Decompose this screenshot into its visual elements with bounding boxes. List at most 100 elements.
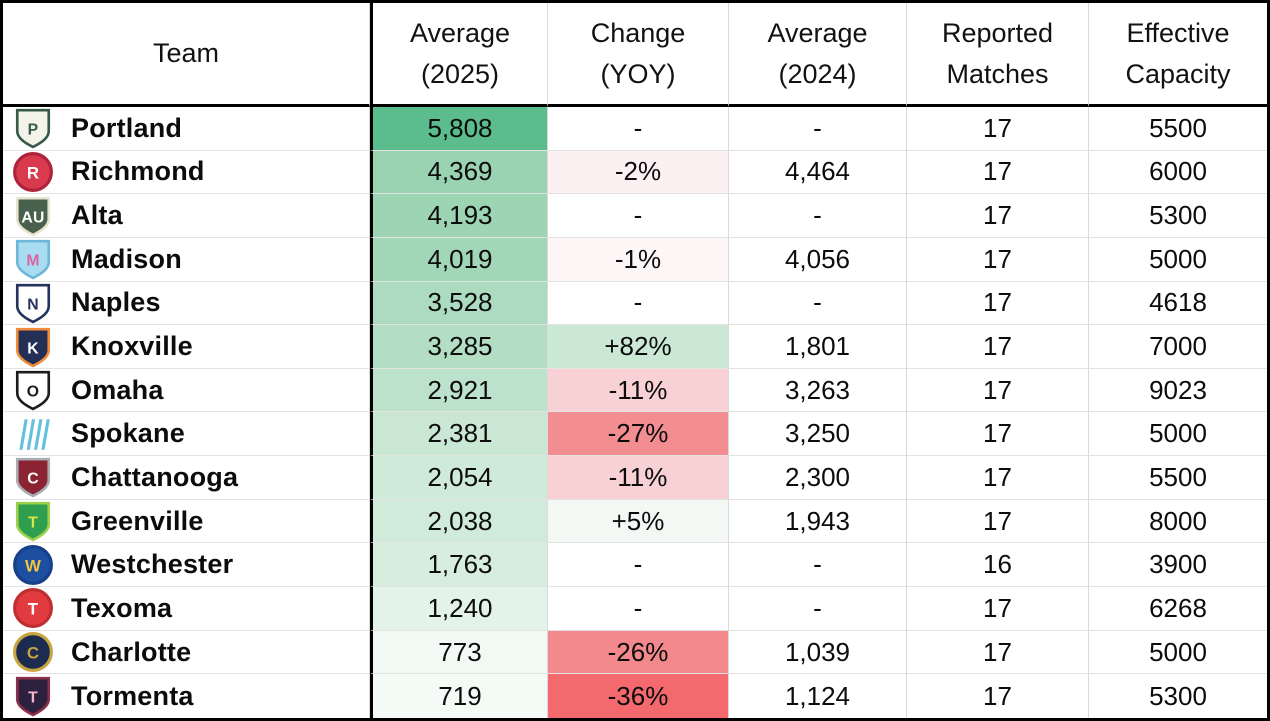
reported-matches-cell: 17 (907, 194, 1089, 238)
header-line: (2025) (420, 58, 500, 89)
team-cell: N Naples (3, 281, 370, 326)
avg-2025-cell: 4,193 (370, 194, 548, 238)
team-name: Richmond (71, 156, 205, 187)
avg-2024-cell: 1,039 (729, 630, 907, 675)
avg-2025-cell: 773 (370, 630, 548, 675)
svg-text:K: K (27, 340, 39, 357)
team-name: Greenville (71, 505, 204, 536)
avg-2024-cell: 3,263 (729, 368, 907, 413)
header-line: Team (152, 38, 220, 69)
avg-2025-cell: 3,528 (370, 281, 548, 326)
avg-2025-cell: 2,381 (370, 412, 548, 457)
change-yoy-cell: +82% (548, 325, 729, 369)
avg-2024-cell: 4,464 (729, 150, 907, 195)
avg-2025-cell: 1,763 (370, 543, 548, 588)
team-name: Knoxville (71, 331, 193, 362)
change-yoy-cell: -26% (548, 630, 729, 675)
reported-matches-cell: 17 (907, 150, 1089, 195)
team-cell: O Omaha (3, 368, 370, 413)
effective-capacity-cell: 6000 (1089, 150, 1267, 195)
avg-2025-cell: 1,240 (370, 587, 548, 631)
column-header-average-2025: Average (2025) (370, 3, 548, 107)
avg-2024-cell: 1,943 (729, 499, 907, 544)
effective-capacity-cell: 5000 (1089, 412, 1267, 457)
svg-text:AU: AU (21, 209, 44, 226)
effective-capacity-cell: 8000 (1089, 499, 1267, 544)
change-yoy-cell: - (548, 107, 729, 151)
effective-capacity-cell: 5300 (1089, 194, 1267, 238)
team-logo-knoxville-icon: K (12, 326, 54, 368)
header-line: Average (409, 18, 511, 48)
reported-matches-cell: 17 (907, 412, 1089, 457)
team-logo-texoma-icon: T (12, 587, 54, 629)
reported-matches-cell: 17 (907, 630, 1089, 675)
reported-matches-cell: 17 (907, 499, 1089, 544)
change-yoy-cell: -2% (548, 150, 729, 195)
avg-2024-cell: - (729, 587, 907, 631)
team-cell: AU Alta (3, 194, 370, 238)
avg-2024-cell: 3,250 (729, 412, 907, 457)
team-cell: P Portland (3, 107, 370, 151)
team-logo-charlotte-icon: C (12, 631, 54, 673)
change-yoy-cell: -11% (548, 368, 729, 413)
reported-matches-cell: 16 (907, 543, 1089, 588)
reported-matches-cell: 17 (907, 456, 1089, 500)
avg-2025-cell: 2,038 (370, 499, 548, 544)
team-cell: T Greenville (3, 499, 370, 544)
team-logo-alta-icon: AU (12, 195, 54, 237)
column-header-change-yoy: Change (YOY) (548, 3, 729, 107)
reported-matches-cell: 17 (907, 325, 1089, 369)
svg-text:T: T (28, 514, 38, 531)
svg-text:W: W (25, 556, 41, 575)
svg-text:C: C (27, 471, 39, 488)
reported-matches-cell: 17 (907, 587, 1089, 631)
team-name: Portland (71, 112, 183, 143)
team-name: Omaha (71, 374, 164, 405)
team-name: Chattanooga (71, 461, 239, 492)
effective-capacity-cell: 5300 (1089, 674, 1267, 718)
team-cell: W Westchester (3, 543, 370, 588)
column-header-reported-matches: Reported Matches (907, 3, 1089, 107)
header-line: Change (590, 18, 686, 48)
team-cell: K Knoxville (3, 325, 370, 369)
avg-2025-cell: 2,921 (370, 368, 548, 413)
team-cell: Spokane (3, 412, 370, 457)
team-logo-omaha-icon: O (12, 369, 54, 411)
effective-capacity-cell: 5500 (1089, 456, 1267, 500)
effective-capacity-cell: 9023 (1089, 368, 1267, 413)
team-logo-spokane-icon (12, 413, 54, 455)
avg-2024-cell: 1,801 (729, 325, 907, 369)
header-line: Reported (941, 18, 1054, 48)
change-yoy-cell: -27% (548, 412, 729, 457)
team-name: Alta (71, 200, 123, 231)
reported-matches-cell: 17 (907, 237, 1089, 282)
svg-text:N: N (27, 296, 39, 313)
team-name: Spokane (71, 418, 185, 449)
team-cell: T Tormenta (3, 674, 370, 718)
team-cell: R Richmond (3, 150, 370, 195)
column-header-effective-capacity: Effective Capacity (1089, 3, 1267, 107)
team-name: Westchester (71, 549, 234, 580)
change-yoy-cell: -11% (548, 456, 729, 500)
team-logo-portland-icon: P (12, 107, 54, 149)
avg-2025-cell: 5,808 (370, 107, 548, 151)
svg-text:P: P (28, 122, 39, 139)
column-header-team: Team (3, 3, 370, 107)
reported-matches-cell: 17 (907, 368, 1089, 413)
avg-2025-cell: 3,285 (370, 325, 548, 369)
header-line: (2024) (778, 58, 857, 89)
svg-text:T: T (28, 600, 39, 619)
avg-2024-cell: 1,124 (729, 674, 907, 718)
svg-text:M: M (26, 253, 39, 270)
svg-text:T: T (28, 689, 38, 706)
team-logo-naples-icon: N (12, 282, 54, 324)
avg-2024-cell: - (729, 281, 907, 326)
team-logo-greenville-icon: T (12, 500, 54, 542)
team-name: Madison (71, 243, 182, 274)
header-line: Matches (946, 58, 1049, 89)
change-yoy-cell: - (548, 543, 729, 588)
header-line: Average (767, 18, 868, 48)
avg-2024-cell: - (729, 543, 907, 588)
svg-text:R: R (27, 163, 39, 182)
